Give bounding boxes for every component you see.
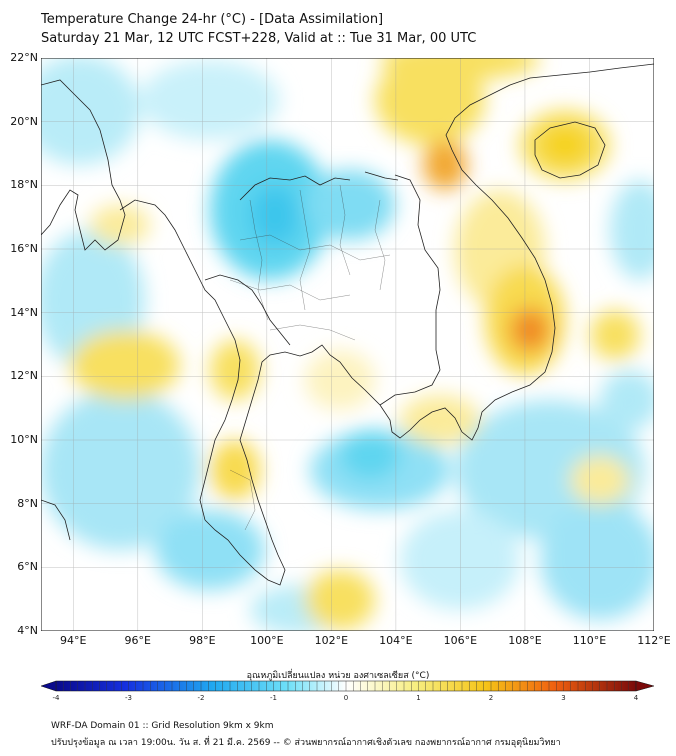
colorbar-tick-label: 3 bbox=[561, 694, 566, 702]
lat-tick-label: 8°N bbox=[17, 496, 38, 510]
colorbar-tick-label: -4 bbox=[52, 694, 60, 702]
colorbar-tick-label: 4 bbox=[633, 694, 639, 702]
footer-credit: ปรับปรุงข้อมูล ณ เวลา 19:00น. วัน ส. ที่… bbox=[51, 738, 561, 748]
lon-tick-label: 98°E bbox=[189, 634, 216, 647]
lat-tick-label: 18°N bbox=[10, 178, 38, 192]
lon-tick-label: 102°E bbox=[314, 634, 349, 647]
lat-tick-label: 12°N bbox=[10, 369, 38, 383]
colorbar-tick-label: -3 bbox=[125, 694, 132, 702]
province-borders bbox=[229, 184, 391, 531]
temperature-field bbox=[41, 58, 654, 631]
lon-tick-label: 112°E bbox=[637, 634, 671, 647]
lat-tick-label: 14°N bbox=[10, 305, 38, 319]
lon-tick-label: 104°E bbox=[379, 634, 413, 647]
footer-model-info: WRF-DA Domain 01 :: Grid Resolution 9km … bbox=[51, 721, 274, 731]
lon-tick-label: 96°E bbox=[124, 634, 151, 647]
lat-tick-label: 10°N bbox=[10, 433, 38, 446]
lon-tick-label: 106°E bbox=[443, 634, 478, 647]
map-subtitle: Saturday 21 Mar, 12 UTC FCST+228, Valid … bbox=[41, 31, 477, 46]
lat-tick-label: 6°N bbox=[17, 560, 38, 574]
lon-tick-label: 110°E bbox=[572, 634, 607, 647]
colorbar-tick-label: -1 bbox=[270, 694, 277, 702]
map-title: Temperature Change 24-hr (°C) - [Data As… bbox=[41, 12, 384, 27]
colorbar-tick-label: 0 bbox=[343, 694, 349, 702]
colorbar-label: อุณหภูมิเปลี่ยนแปลง หน่วย องศาเซลเซียส (… bbox=[246, 671, 430, 681]
lon-tick-label: 108°E bbox=[508, 634, 542, 647]
lat-tick-label: 16°N bbox=[10, 242, 38, 255]
graticule bbox=[41, 58, 654, 631]
lat-tick-label: 20°N bbox=[10, 114, 38, 128]
temperature-change-map bbox=[40, 58, 655, 692]
lon-tick-label: 100°E bbox=[250, 634, 284, 647]
colorbar-tick-label: 1 bbox=[416, 694, 421, 702]
coastlines bbox=[41, 63, 654, 586]
lat-tick-label: 4°N bbox=[17, 624, 38, 637]
colorbar-tick-label: 2 bbox=[488, 694, 494, 702]
lon-tick-label: 94°E bbox=[60, 634, 87, 647]
colorbar-tick-label: -2 bbox=[197, 694, 205, 702]
lat-tick-label: 22°N bbox=[10, 51, 38, 64]
colorbar bbox=[40, 680, 655, 692]
